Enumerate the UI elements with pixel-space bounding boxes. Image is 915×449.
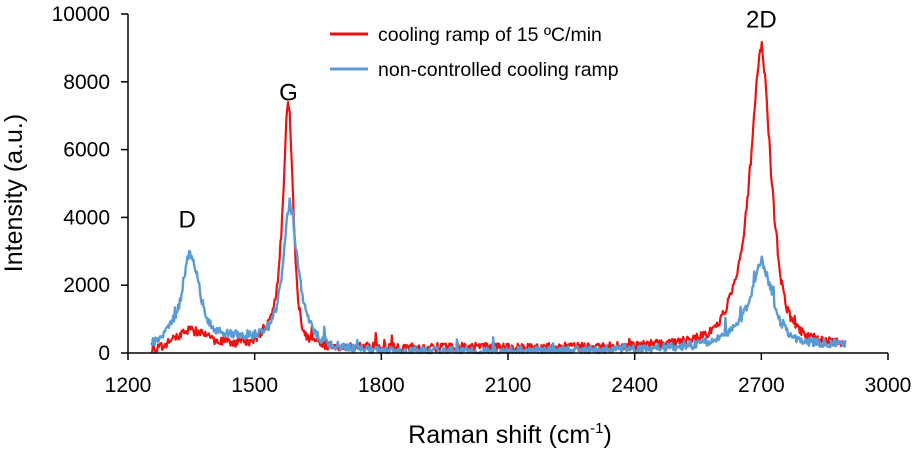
x-tick-label: 3000	[865, 374, 912, 397]
y-tick-label: 6000	[63, 139, 110, 162]
x-axis-title: Raman shift (cm-1)	[408, 420, 612, 449]
y-tick-label: 10000	[52, 3, 110, 26]
y-tick-label: 0	[98, 342, 110, 365]
peak-label-g: G	[279, 79, 298, 106]
legend-label-series-1: cooling ramp of 15 ºC/min	[378, 24, 602, 46]
y-tick-label: 2000	[63, 274, 110, 297]
plot-area: 0 2000 4000 6000 8000 10000 1200 1500 1800 2100 2…	[52, 3, 912, 397]
x-tick-label: 2700	[738, 374, 785, 397]
peak-label-2d: 2D	[746, 7, 777, 34]
x-tick-label: 1200	[105, 374, 152, 397]
y-tick-label: 8000	[63, 71, 110, 94]
y-ticks: 0 2000 4000 6000 8000 10000	[52, 3, 128, 365]
series-line-1	[150, 40, 847, 354]
x-ticks: 1200 1500 1800 2100 2400 2700 3000	[105, 353, 912, 397]
x-axis-title-superscript: -1	[590, 420, 603, 437]
x-axis-title-main: Raman shift (cm	[408, 421, 590, 449]
x-tick-label: 1500	[231, 374, 278, 397]
legend-label-series-2: non-controlled cooling ramp	[378, 59, 619, 81]
x-tick-label: 2400	[611, 374, 658, 397]
legend: cooling ramp of 15 ºC/min non-controlled…	[330, 24, 619, 81]
y-axis-title: Intensity (a.u.)	[0, 114, 28, 272]
peak-annotations: D G 2D	[178, 7, 776, 234]
x-tick-label: 2100	[485, 374, 532, 397]
x-tick-label: 1800	[358, 374, 405, 397]
peak-label-d: D	[178, 207, 195, 234]
x-axis-title-end: )	[604, 421, 612, 449]
y-tick-label: 4000	[63, 206, 110, 229]
